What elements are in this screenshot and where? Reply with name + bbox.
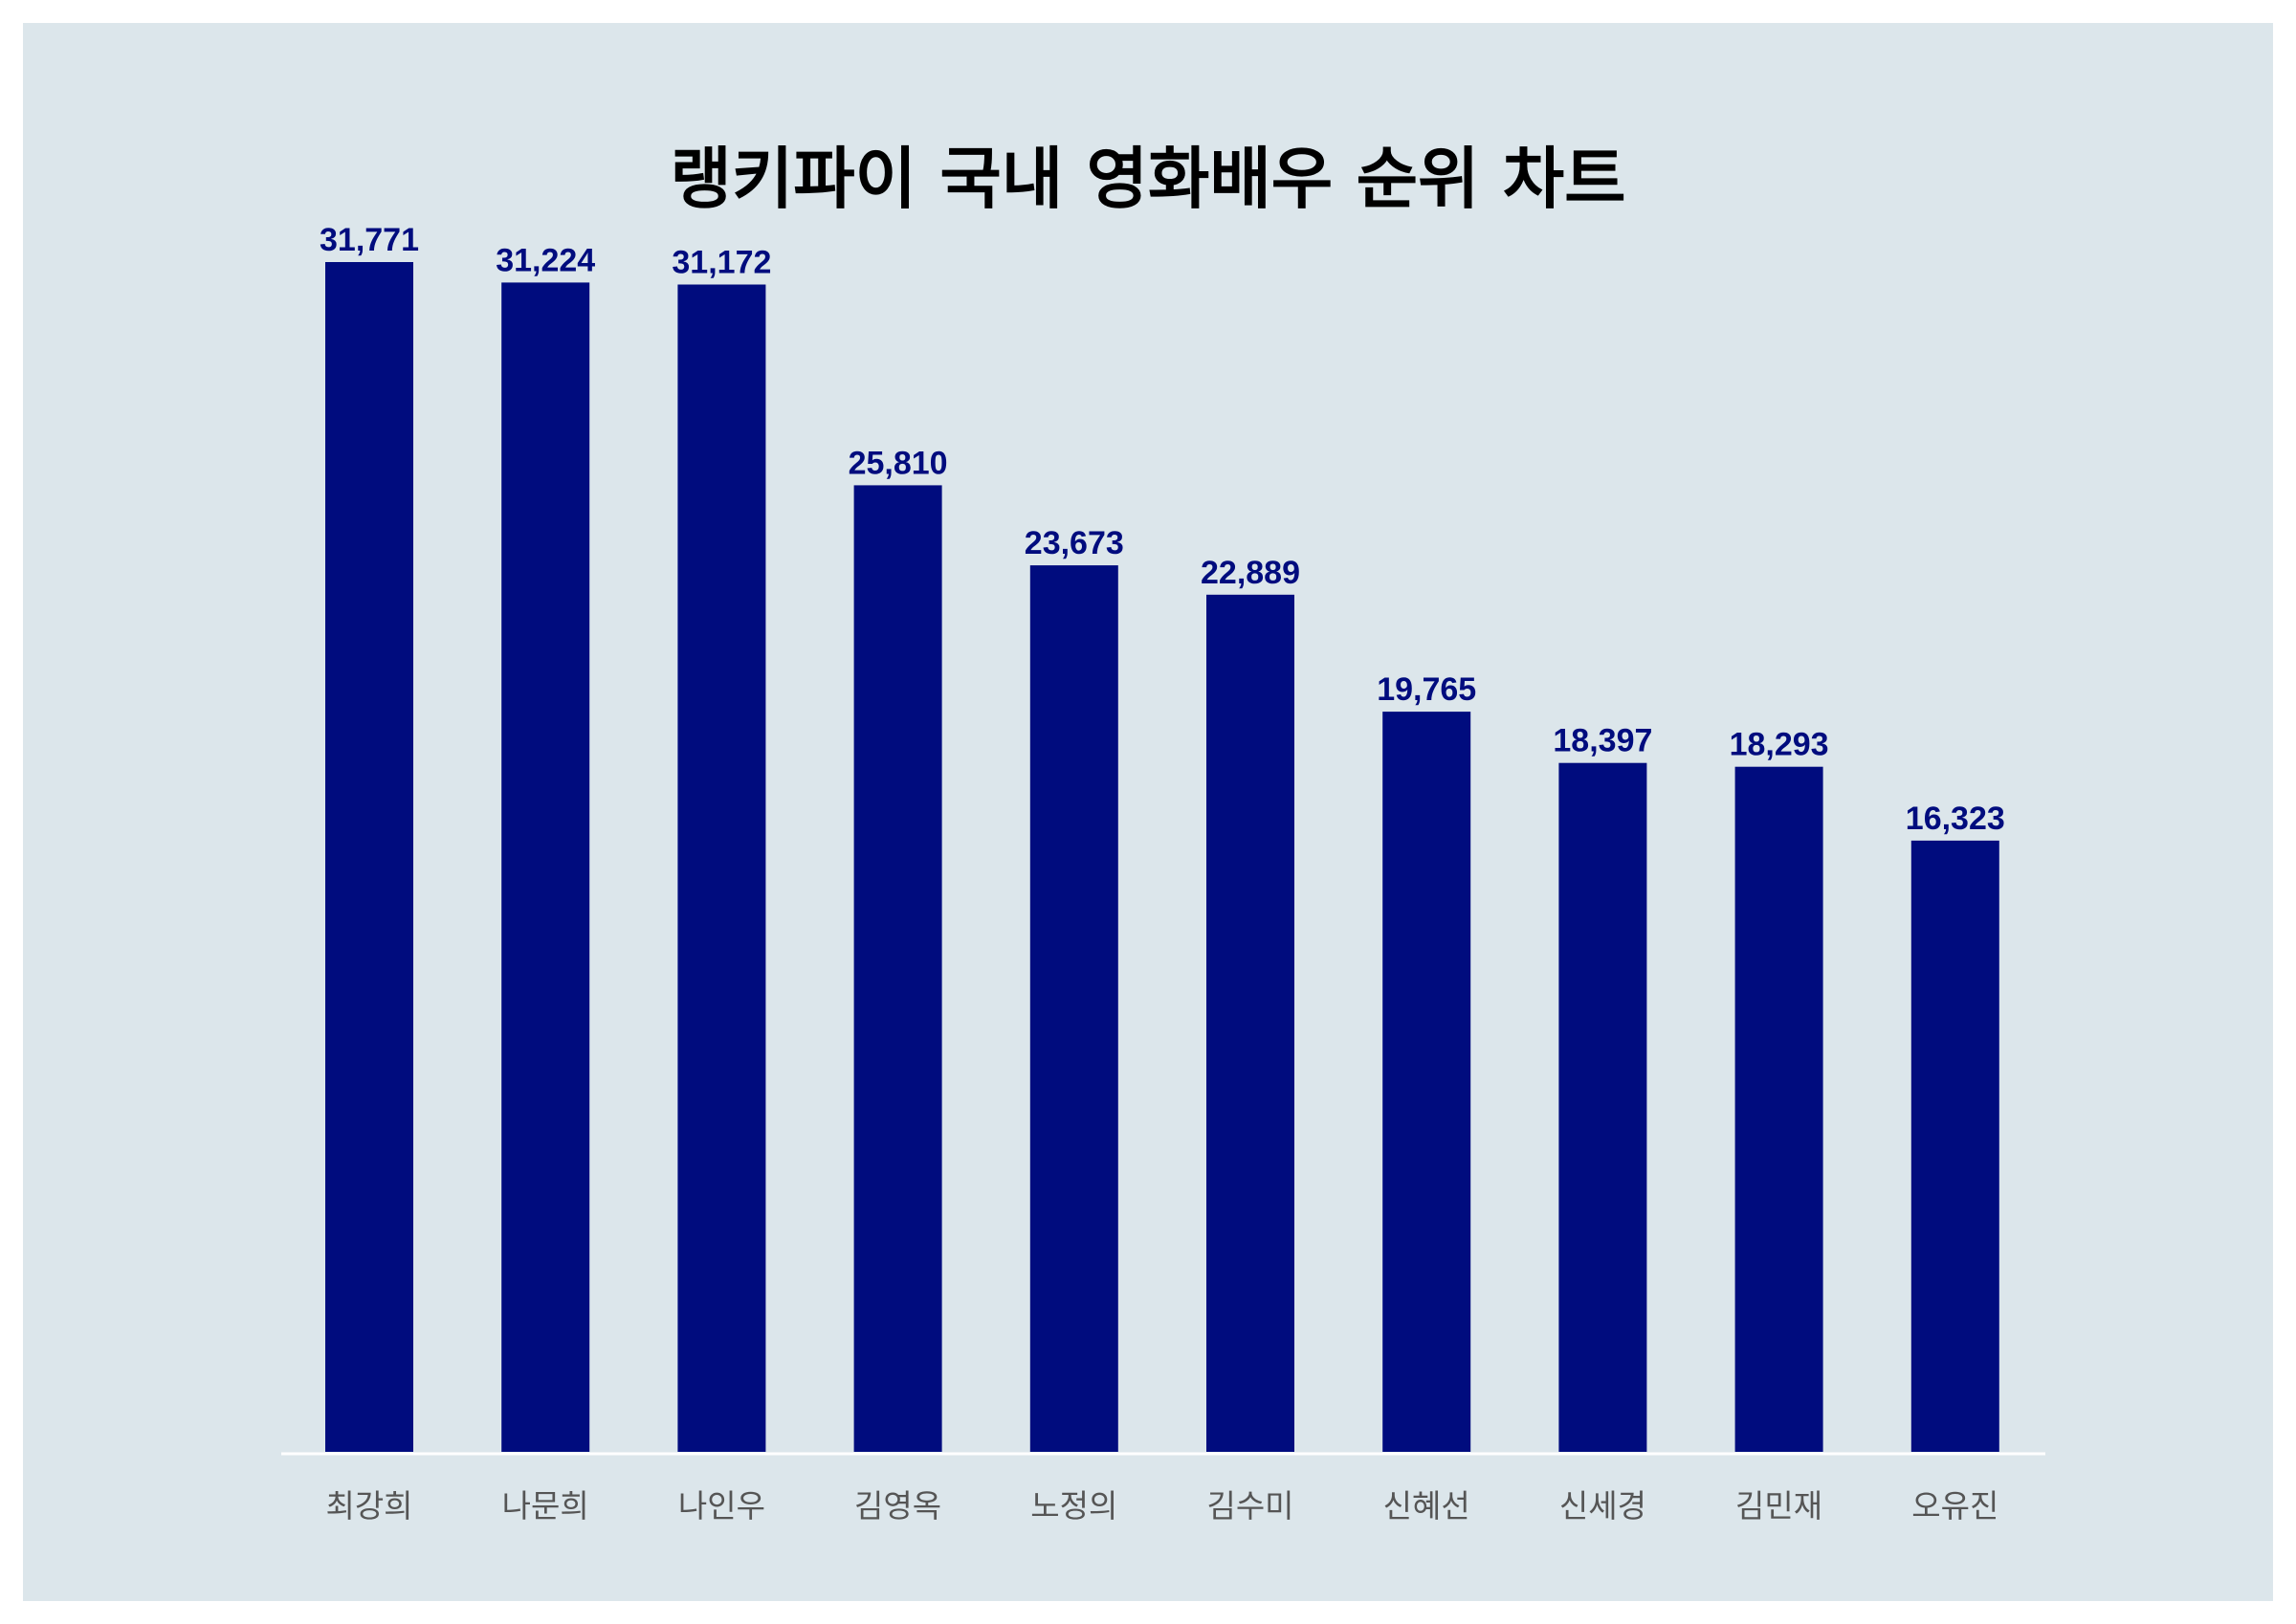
value-label-2: 31,224 (496, 242, 595, 278)
value-label-10: 16,323 (1906, 801, 2005, 837)
value-label-8: 18,397 (1553, 723, 1652, 759)
bar-8 (1558, 762, 1647, 1452)
bar-4 (853, 485, 942, 1452)
value-label-6: 22,889 (1201, 555, 1300, 591)
bars-group (325, 262, 1999, 1452)
bar-6 (1206, 594, 1294, 1452)
value-labels-group: 31,771 31,224 31,172 25,810 23,673 22,889 19,7… (320, 222, 2005, 837)
bar-10 (1910, 840, 1999, 1452)
category-label-8: 신세경 (1559, 1487, 1646, 1525)
category-label-9: 김민재 (1735, 1487, 1822, 1525)
bar-9 (1734, 766, 1823, 1452)
category-labels-group: 최강희 나문희 나인우 김영옥 노정의 김수미 신혜선 신세경 김민재 오유진 (325, 1487, 1998, 1525)
value-label-3: 31,172 (672, 245, 771, 281)
category-label-7: 신혜선 (1383, 1487, 1470, 1525)
value-label-4: 25,810 (849, 445, 948, 481)
bar-2 (501, 282, 590, 1452)
bar-chart: 31,771 31,224 31,172 25,810 23,673 22,889 19,7… (281, 222, 2045, 1525)
category-label-5: 노정의 (1030, 1487, 1117, 1525)
chart-title: 랭키파이 국내 영화배우 순위 차트 (670, 140, 1626, 218)
chart-panel: 랭키파이 국내 영화배우 순위 차트 31,771 31,224 31,172 25,… (23, 23, 2273, 1601)
category-label-1: 최강희 (325, 1487, 412, 1525)
value-label-9: 18,293 (1730, 727, 1829, 763)
value-label-5: 23,673 (1025, 525, 1124, 561)
category-label-6: 김수미 (1206, 1487, 1293, 1525)
category-label-3: 나인우 (678, 1487, 765, 1525)
bar-5 (1029, 565, 1118, 1452)
category-label-10: 오유진 (1911, 1487, 1998, 1525)
category-label-4: 김영옥 (854, 1487, 941, 1525)
category-label-2: 나문희 (502, 1487, 589, 1525)
bar-3 (677, 284, 766, 1452)
bar-1 (325, 262, 413, 1452)
value-label-7: 19,765 (1377, 671, 1476, 708)
bar-7 (1382, 712, 1471, 1452)
value-label-1: 31,771 (320, 222, 419, 258)
